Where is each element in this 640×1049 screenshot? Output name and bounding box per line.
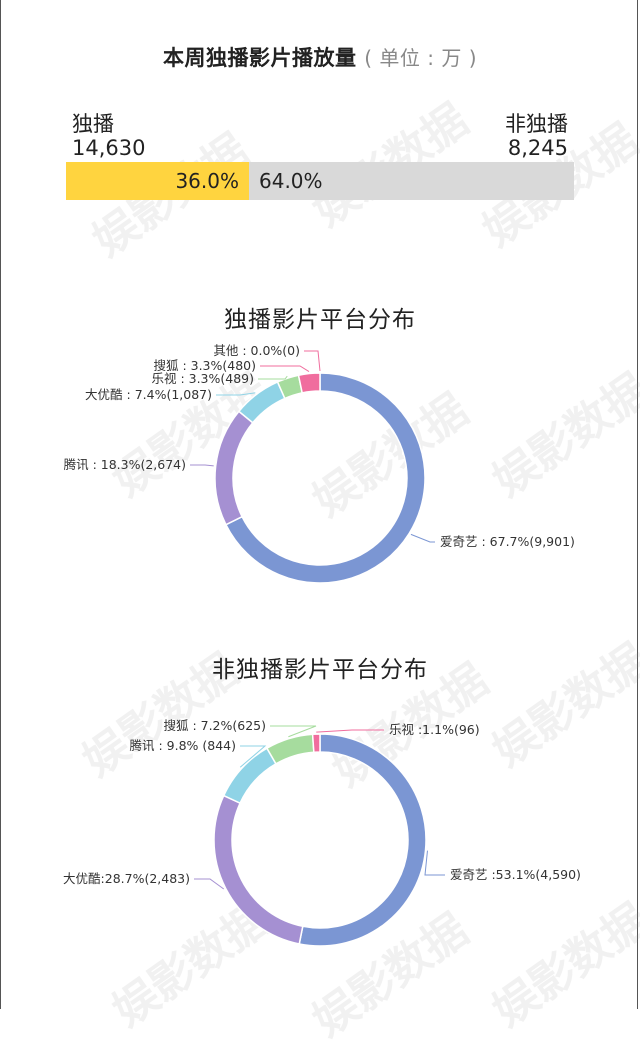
donut-slice-搜狐 — [297, 372, 321, 394]
donut-slice-爱奇艺 — [224, 372, 426, 584]
leader-line-爱奇艺 — [424, 850, 445, 876]
leader-line-大优酷 — [216, 392, 256, 396]
leader-line-乐视 — [316, 729, 384, 733]
leader-line-大优酷 — [194, 878, 225, 890]
page-frame — [0, 0, 638, 1009]
page-title: 本周独播影片播放量 ( 单位 : 万 ) — [0, 42, 640, 72]
chart-title-exclusive: 独播影片平台分布 — [224, 307, 416, 333]
slice-label-乐视: 乐视 :1.1%(96) — [389, 722, 480, 737]
slice-label-搜狐: 搜狐 : 3.3%(480) — [153, 358, 256, 373]
slice-label-腾讯: 腾讯 : 9.8% (844) — [129, 738, 236, 753]
donut-slice-大优酷 — [213, 794, 304, 945]
leader-line-乐视 — [258, 375, 288, 380]
slice-label-爱奇艺: 爱奇艺 : 67.7%(9,901) — [440, 534, 575, 549]
exclusive-ratio-fill — [66, 162, 249, 200]
chart-title-non-exclusive: 非独播影片平台分布 — [212, 657, 428, 683]
donut-slice-大优酷 — [237, 380, 286, 424]
title-text: 本周独播影片播放量 — [162, 46, 357, 70]
leader-line-搜狐 — [260, 365, 310, 372]
leader-line-腾讯 — [239, 745, 267, 768]
exclusive-percent: 36.0% — [175, 169, 239, 193]
ratio-bar: 36.0% 64.0% — [66, 162, 574, 200]
donut-slice-乐视 — [311, 733, 321, 754]
leader-line-爱奇艺 — [410, 533, 435, 543]
exclusive-label: 独播 — [72, 112, 114, 136]
title-unit: ( 单位 : 万 ) — [364, 46, 478, 70]
non-exclusive-platform-donut: 爱奇艺 :53.1%(4,590) 大优酷:28.7%(2,483) 腾讯 : 9.… — [63, 718, 581, 947]
slice-label-大优酷: 大优酷 : 7.4%(1,087) — [85, 387, 212, 402]
leader-line-搜狐 — [270, 725, 317, 738]
non-exclusive-label: 非独播 — [505, 112, 568, 136]
non-exclusive-percent: 64.0% — [259, 169, 323, 193]
exclusive-value: 14,630 — [72, 136, 146, 160]
slice-label-爱奇艺: 爱奇艺 :53.1%(4,590) — [450, 867, 581, 882]
donut-slice-搜狐 — [265, 733, 315, 765]
donut-slice-腾讯 — [222, 747, 277, 805]
leader-line-腾讯 — [190, 464, 214, 467]
slice-label-乐视: 乐视 : 3.3%(489) — [151, 371, 254, 386]
non-exclusive-value: 8,245 — [507, 136, 568, 160]
exclusive-summary: 独播 14,630 — [72, 112, 145, 160]
non-exclusive-summary: 非独播 8,245 — [505, 112, 568, 160]
slice-label-大优酷: 大优酷:28.7%(2,483) — [63, 871, 190, 886]
donut-slice-爱奇艺 — [298, 733, 427, 947]
slice-label-其他: 其他 : 0.0%(0) — [213, 343, 300, 358]
slice-label-搜狐: 搜狐 : 7.2%(625) — [163, 718, 266, 733]
slice-label-腾讯: 腾讯 : 18.3%(2,674) — [64, 457, 186, 472]
donut-slice-腾讯 — [214, 410, 254, 526]
leader-line-其他 — [304, 350, 321, 372]
exclusive-platform-donut: 爱奇艺 : 67.7%(9,901) 腾讯 : 18.3%(2,674) 大优酷 :… — [64, 343, 575, 584]
